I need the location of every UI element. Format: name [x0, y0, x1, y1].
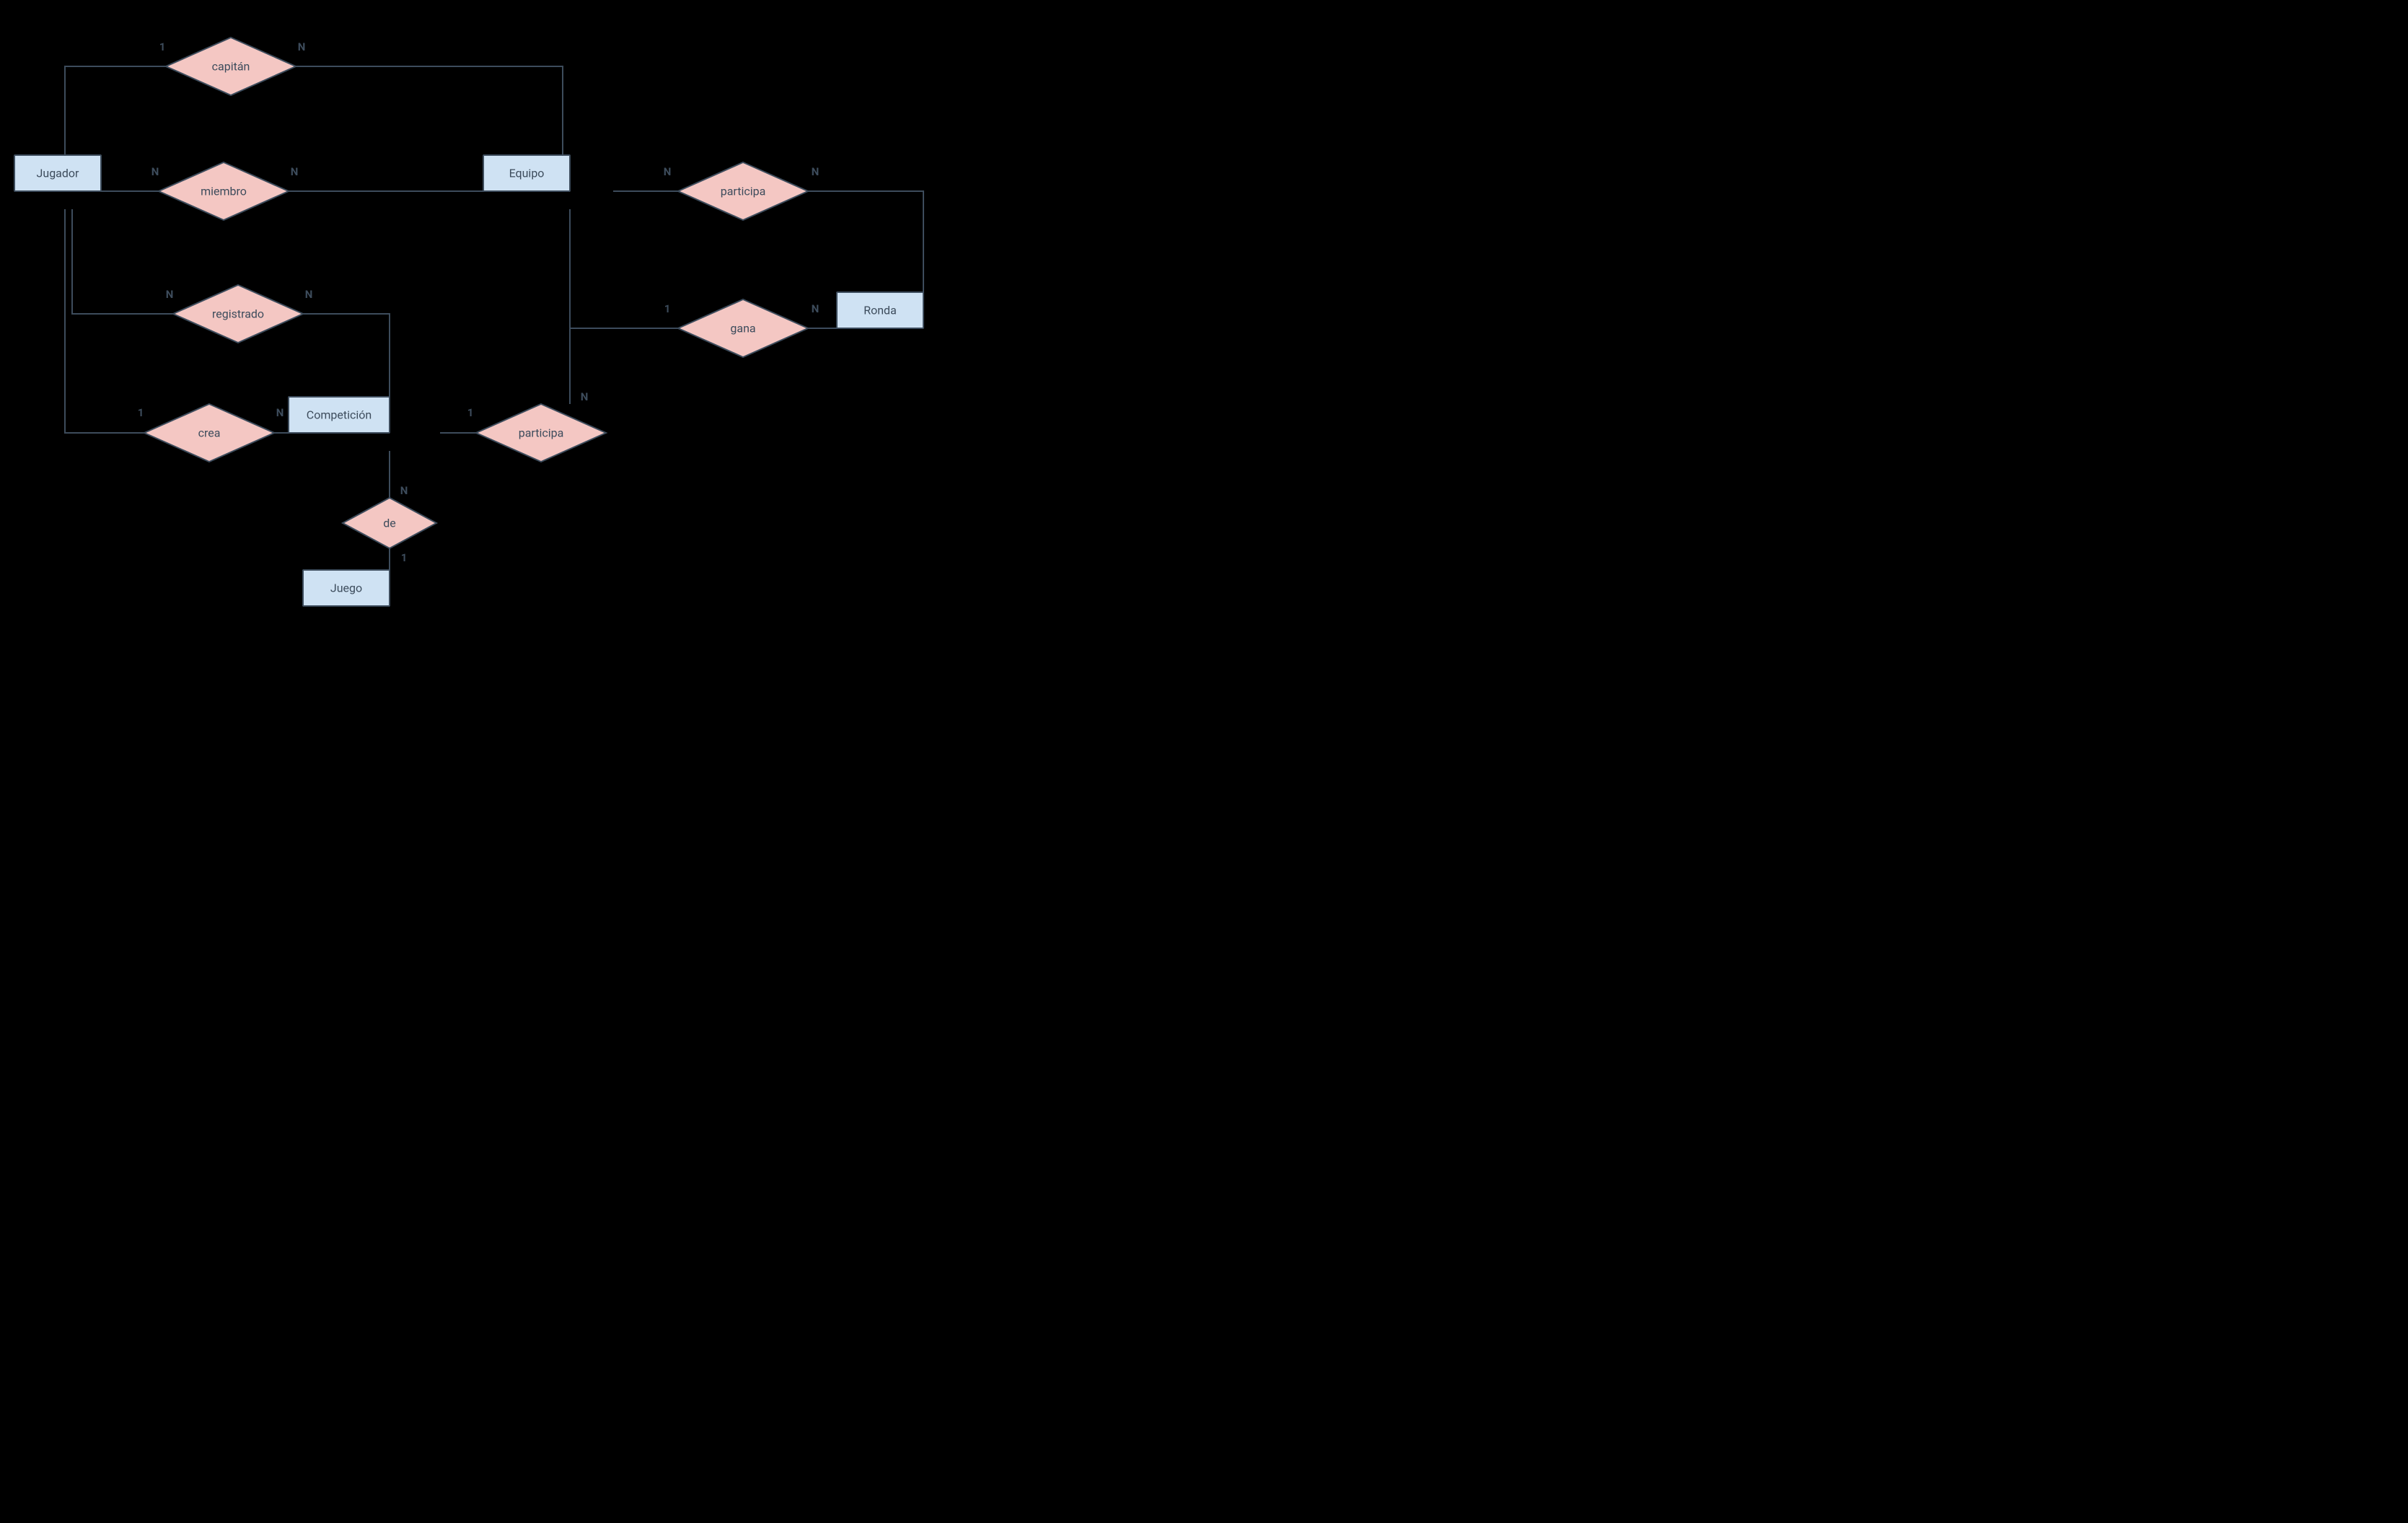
cardinality-label: 1: [664, 302, 671, 315]
entity-label: Juego: [330, 581, 362, 595]
entity-equipo: Equipo: [483, 155, 570, 191]
entity-label: Jugador: [37, 167, 79, 180]
entity-label: Competición: [307, 408, 372, 422]
cardinality-label: N: [581, 390, 589, 403]
relationship-label: capitán: [212, 60, 250, 74]
relationship-label: crea: [198, 426, 221, 440]
cardinality-label: N: [305, 288, 313, 301]
relationship-capitan: capitán: [166, 38, 296, 95]
cardinality-label: N: [166, 288, 174, 301]
cardinality-label: 1: [138, 406, 144, 419]
relationship-label: miembro: [201, 185, 247, 198]
entities: Jugador Equipo Ronda Competición Juego: [14, 155, 923, 606]
relationships: capitán miembro registrado crea de participa g…: [144, 38, 808, 548]
relationship-label: participa: [721, 185, 766, 198]
relationship-gana: gana: [678, 299, 808, 357]
er-diagram: Jugador Equipo Ronda Competición Juego capit…: [0, 0, 1053, 666]
entity-ronda: Ronda: [837, 292, 923, 328]
entity-competicion: Competición: [289, 397, 390, 433]
relationship-label: gana: [730, 322, 755, 335]
cardinality-label: N: [812, 302, 819, 315]
relationship-participa1: participa: [476, 404, 606, 462]
cardinality-label: N: [812, 165, 819, 178]
cardinality-label: 1: [467, 406, 474, 419]
relationship-label: de: [383, 517, 396, 530]
cardinality-label: N: [151, 165, 159, 178]
entity-label: Ronda: [864, 304, 897, 317]
cardinality-label: 1: [159, 40, 166, 53]
cardinality-label: N: [276, 406, 284, 419]
entity-juego: Juego: [303, 570, 390, 606]
relationship-label: registrado: [212, 307, 264, 321]
relationship-crea: crea: [144, 404, 274, 462]
relationship-label: participa: [519, 426, 564, 440]
relationship-registrado: registrado: [173, 285, 303, 343]
relationship-miembro: miembro: [159, 162, 289, 220]
cardinality-label: 1: [401, 551, 408, 564]
relationship-de: de: [343, 498, 436, 548]
relationship-participa2: participa: [678, 162, 808, 220]
cardinality-label: N: [298, 40, 306, 53]
cardinality-label: N: [291, 165, 299, 178]
cardinality-label: N: [400, 484, 408, 497]
cardinality-label: N: [664, 165, 672, 178]
edge: [72, 209, 173, 314]
entity-jugador: Jugador: [14, 155, 101, 191]
edge: [65, 209, 144, 433]
entity-label: Equipo: [509, 167, 545, 180]
